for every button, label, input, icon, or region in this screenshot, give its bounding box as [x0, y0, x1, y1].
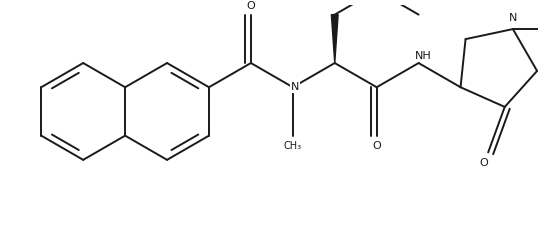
Text: CH₃: CH₃ [284, 141, 302, 151]
Text: O: O [372, 141, 381, 151]
Polygon shape [331, 15, 338, 63]
Text: O: O [246, 1, 255, 11]
Text: N: N [291, 82, 299, 92]
Text: N: N [509, 13, 517, 23]
Text: NH: NH [415, 51, 432, 61]
Text: O: O [479, 158, 487, 168]
